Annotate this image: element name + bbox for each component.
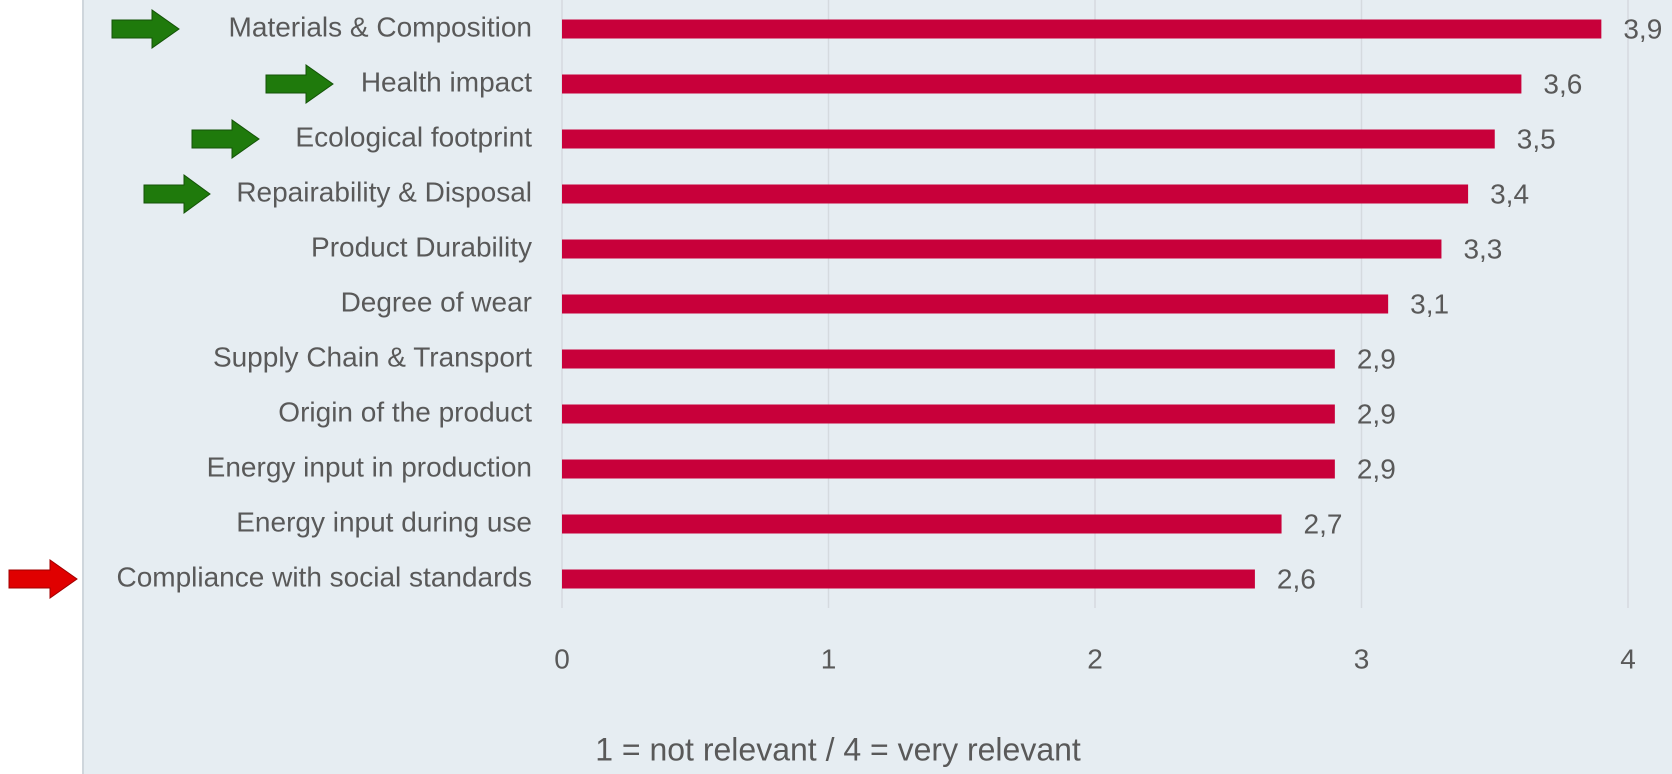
bar bbox=[562, 459, 1335, 479]
value-label: 2,7 bbox=[1304, 508, 1343, 539]
y-tick-label: Compliance with social standards bbox=[116, 561, 532, 592]
bar bbox=[562, 514, 1282, 534]
y-tick-label: Degree of wear bbox=[341, 286, 532, 317]
value-label: 3,1 bbox=[1410, 288, 1449, 319]
y-tick-label: Repairability & Disposal bbox=[236, 176, 532, 207]
arrows bbox=[8, 9, 334, 599]
x-tick-label: 0 bbox=[554, 643, 570, 674]
x-tick-label: 2 bbox=[1087, 643, 1103, 674]
bar bbox=[562, 19, 1602, 39]
value-label: 3,6 bbox=[1543, 68, 1582, 99]
green-arrow bbox=[265, 64, 334, 104]
value-label: 3,9 bbox=[1623, 13, 1662, 44]
green-arrow bbox=[111, 9, 180, 49]
red-arrow bbox=[8, 559, 78, 599]
green-arrow bbox=[143, 174, 211, 214]
bar bbox=[562, 349, 1335, 369]
bar bbox=[562, 184, 1469, 204]
bar bbox=[562, 569, 1255, 589]
y-tick-label: Product Durability bbox=[311, 231, 532, 262]
y-tick-label: Energy input during use bbox=[236, 506, 532, 537]
y-tick-label: Origin of the product bbox=[278, 396, 532, 427]
value-label: 3,5 bbox=[1517, 123, 1556, 154]
bar bbox=[562, 74, 1522, 94]
y-tick-label: Supply Chain & Transport bbox=[213, 341, 532, 372]
y-tick-label: Ecological footprint bbox=[295, 121, 532, 152]
value-label: 3,3 bbox=[1463, 233, 1502, 264]
value-label: 2,9 bbox=[1357, 398, 1396, 429]
value-label: 2,9 bbox=[1357, 343, 1396, 374]
plot-background bbox=[83, 0, 1672, 774]
value-label: 2,9 bbox=[1357, 453, 1396, 484]
bar bbox=[562, 129, 1495, 149]
x-tick-label: 4 bbox=[1620, 643, 1636, 674]
x-axis-label: 1 = not relevant / 4 = very relevant bbox=[595, 731, 1081, 767]
y-tick-label: Health impact bbox=[361, 66, 532, 97]
bar bbox=[562, 239, 1442, 259]
value-label: 3,4 bbox=[1490, 178, 1529, 209]
value-label: 2,6 bbox=[1277, 563, 1316, 594]
green-arrow bbox=[191, 119, 260, 159]
bar bbox=[562, 404, 1335, 424]
y-tick-label: Materials & Composition bbox=[229, 11, 532, 42]
x-tick-label: 1 bbox=[821, 643, 837, 674]
x-tick-label: 3 bbox=[1354, 643, 1370, 674]
bar bbox=[562, 294, 1389, 314]
y-tick-label: Energy input in production bbox=[207, 451, 532, 482]
